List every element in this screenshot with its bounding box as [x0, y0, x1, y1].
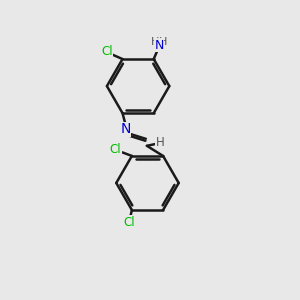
Text: Cl: Cl	[101, 45, 113, 58]
Text: Cl: Cl	[110, 143, 121, 156]
Text: N: N	[154, 39, 164, 52]
Text: Cl: Cl	[124, 216, 135, 229]
Text: N: N	[120, 122, 131, 136]
Text: H: H	[158, 37, 167, 47]
Text: H: H	[156, 136, 165, 149]
Text: H: H	[151, 37, 160, 47]
